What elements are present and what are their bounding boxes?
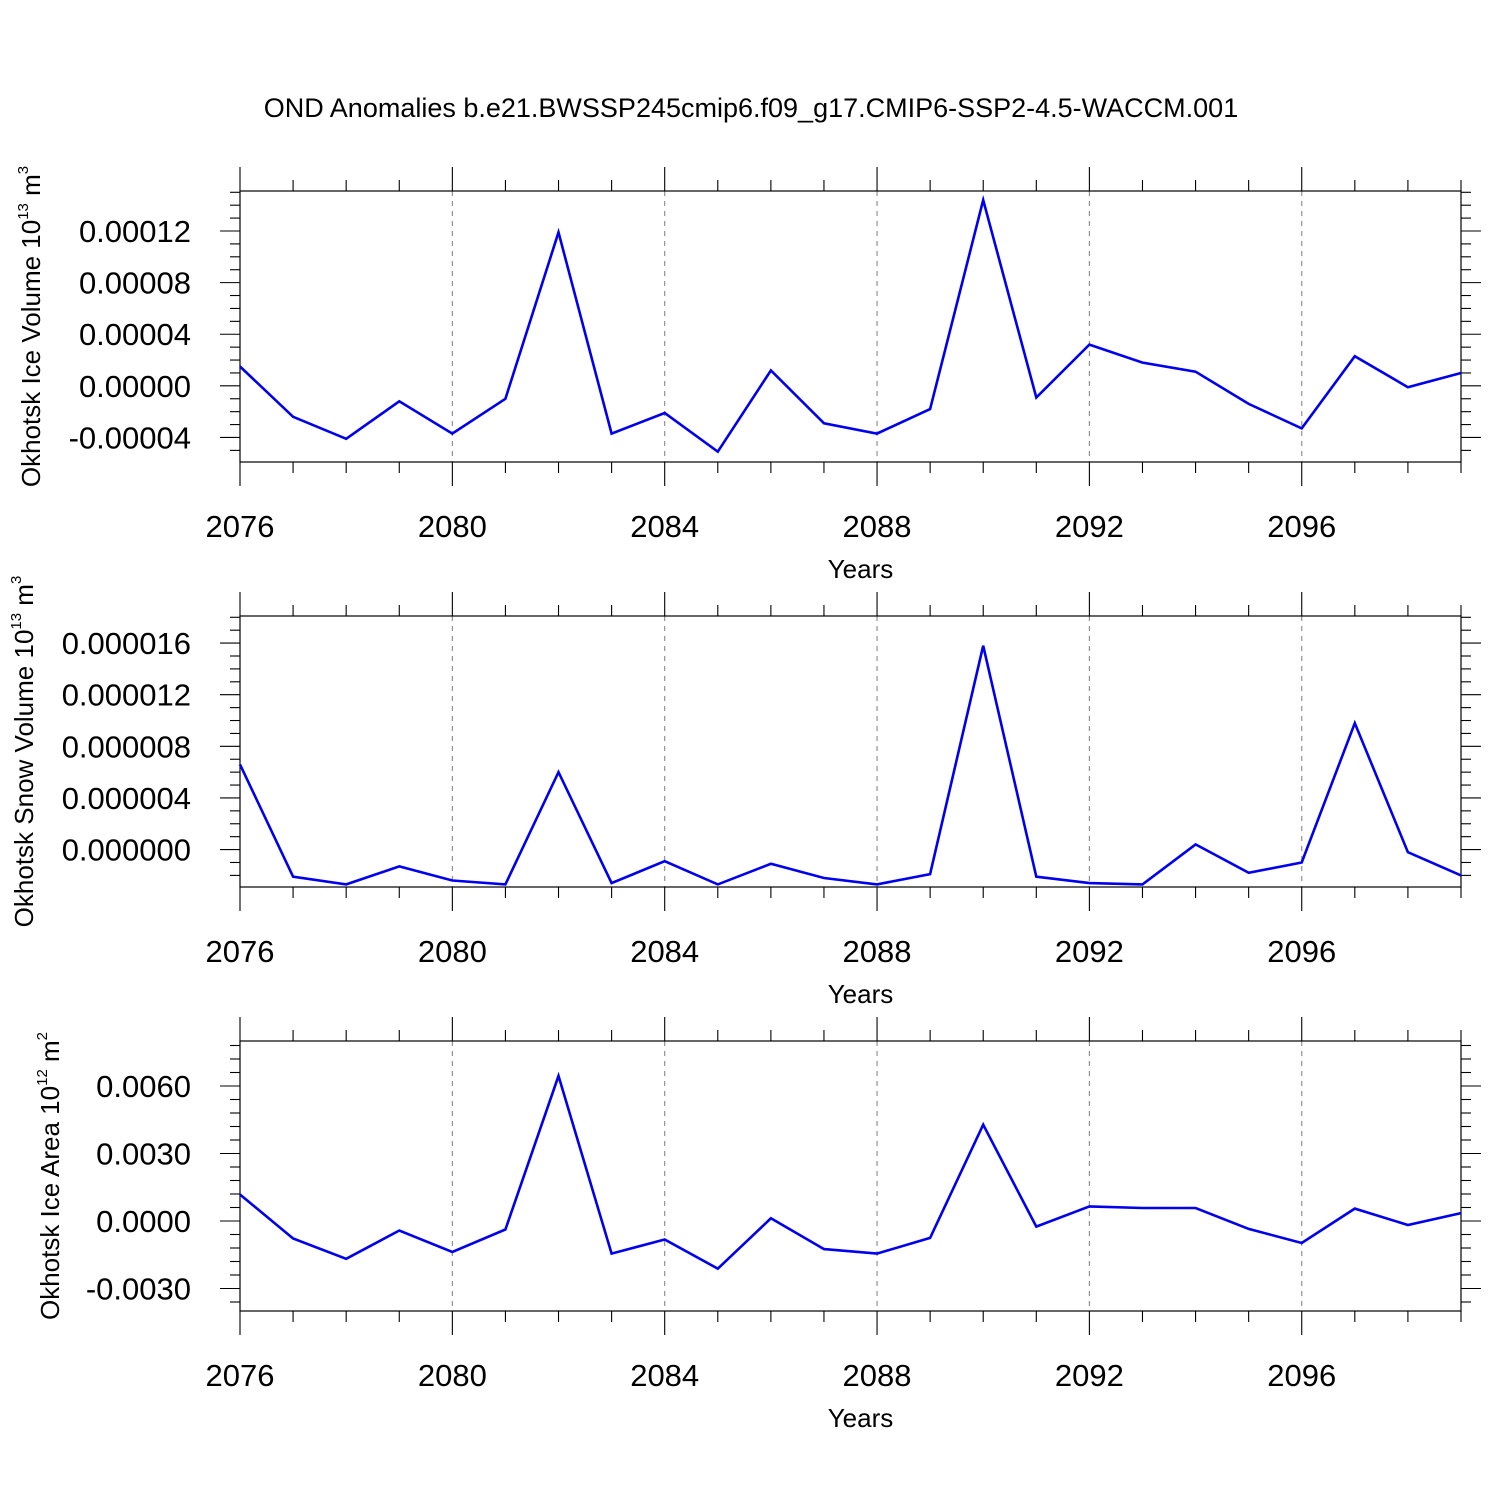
chart-panel-2: 0.000000 0.000004 0.000008 0.000012 0.000016…: [8, 576, 1481, 1009]
y-tick-label: 0.0030: [96, 1137, 191, 1172]
y-axis-label-part: m: [16, 174, 46, 203]
x-tick-label: 2096: [1267, 1358, 1336, 1393]
y-tick-label: 0.00004: [79, 317, 191, 352]
y-tick-label: 0.0060: [96, 1069, 191, 1104]
y-axis-label-part: Okhotsk Snow Volume 10: [9, 630, 39, 928]
y-axis-label-part: m: [9, 584, 39, 613]
chart-panel-3: -0.0030 0.0000 0.0030 0.0060 2076 2080 2084 208…: [34, 1017, 1481, 1433]
chart-panel-1: -0.00004 0.00000 0.00004 0.00008 0.00012 2076…: [15, 166, 1481, 584]
y-tick-label: 0.00008: [79, 266, 191, 301]
y-tick-label: -0.00004: [69, 420, 191, 455]
x-axis-label: Years: [828, 554, 894, 584]
series-line: [239, 1071, 1462, 1271]
y-axis-label-part: Okhotsk Ice Area 10: [35, 1086, 65, 1320]
y-axis-label: Okhotsk Ice Area 1012 m2: [34, 1032, 65, 1320]
x-tick-label: 2084: [630, 1358, 699, 1393]
x-tick-label: 2096: [1267, 934, 1336, 969]
y-axis-label-exponent: 3: [15, 166, 32, 174]
panels: -0.00004 0.00000 0.00004 0.00008 0.00012 2076…: [8, 166, 1481, 1433]
x-tick-label: 2088: [843, 509, 912, 544]
x-tick-label: 2092: [1055, 934, 1124, 969]
x-tick-label: 2076: [206, 1358, 275, 1393]
plot-frame: [239, 615, 1462, 888]
x-tick-label: 2096: [1267, 509, 1336, 544]
y-axis-label: Okhotsk Ice Volume 1013 m3: [15, 166, 46, 487]
y-axis-label-part: Okhotsk Ice Volume 10: [16, 220, 46, 487]
x-tick-label: 2080: [418, 509, 487, 544]
y-axis-label-exponent: 12: [34, 1069, 51, 1086]
series-line: [239, 194, 1462, 454]
y-tick-label: 0.000004: [62, 781, 191, 816]
y-axis-label-exponent: 3: [8, 576, 25, 584]
y-axis-label-part: m: [35, 1040, 65, 1069]
y-tick-label: 0.000000: [62, 833, 191, 868]
x-tick-label: 2092: [1055, 1358, 1124, 1393]
x-tick-label: 2088: [843, 934, 912, 969]
x-tick-label: 2088: [843, 1358, 912, 1393]
y-axis-label-exponent: 13: [15, 203, 32, 220]
y-tick-label: 0.000008: [62, 729, 191, 764]
x-tick-label: 2084: [630, 509, 699, 544]
y-axis-label-exponent: 13: [8, 613, 25, 630]
x-tick-label: 2076: [206, 934, 275, 969]
x-tick-label: 2076: [206, 509, 275, 544]
y-axis-label: Okhotsk Snow Volume 1013 m3: [8, 576, 39, 928]
y-tick-label: -0.0030: [86, 1272, 191, 1307]
x-tick-label: 2084: [630, 934, 699, 969]
y-tick-label: 0.000016: [62, 626, 191, 661]
y-tick-label: 0.0000: [96, 1204, 191, 1239]
y-tick-label: 0.00000: [79, 369, 191, 404]
y-tick-label: 0.000012: [62, 678, 191, 713]
plot-frame: [239, 190, 1462, 463]
figure-title: OND Anomalies b.e21.BWSSP245cmip6.f09_g1…: [264, 93, 1238, 123]
y-tick-label: 0.00012: [79, 214, 191, 249]
x-tick-label: 2092: [1055, 509, 1124, 544]
x-axis-label: Years: [828, 1403, 894, 1433]
plot-frame: [239, 1040, 1462, 1312]
y-axis-label-exponent: 2: [34, 1032, 51, 1040]
x-axis-label: Years: [828, 979, 894, 1009]
x-tick-label: 2080: [418, 1358, 487, 1393]
x-tick-label: 2080: [418, 934, 487, 969]
series-line: [238, 645, 1462, 886]
